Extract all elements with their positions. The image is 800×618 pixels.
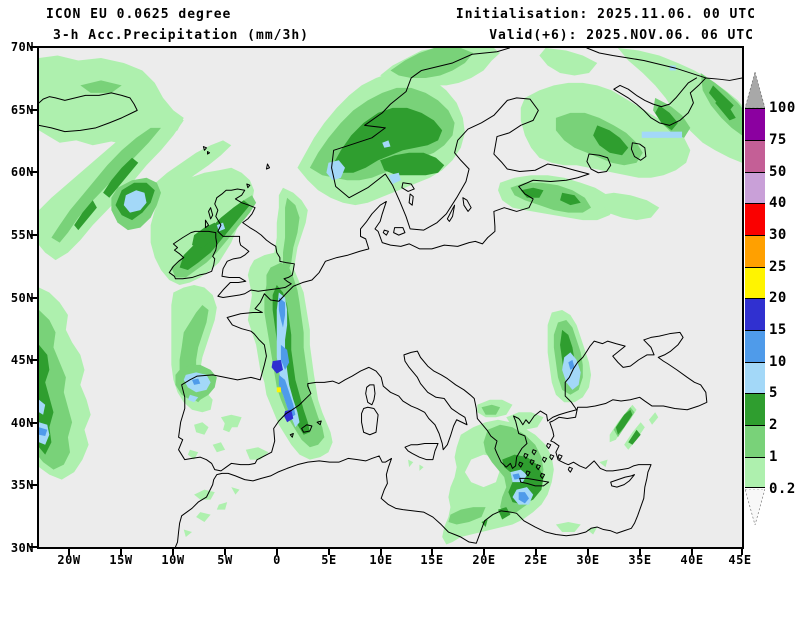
lon-tick xyxy=(483,548,485,555)
map-frame xyxy=(37,46,744,549)
lat-tick xyxy=(30,359,37,361)
dry-slot xyxy=(464,454,501,488)
model-title: ICON EU 0.0625 degree xyxy=(46,7,232,22)
lon-tick xyxy=(276,548,278,555)
lon-label-40e: 40E xyxy=(680,553,704,567)
colorbar-seg-5-2 xyxy=(745,393,765,425)
lon-tick xyxy=(741,548,743,555)
lon-label-25e: 25E xyxy=(524,553,548,567)
lat-label-35n: 35N xyxy=(10,478,34,492)
lat-label-55n: 55N xyxy=(10,228,34,242)
lon-label-45e: 45E xyxy=(728,553,752,567)
colorbar-seg-30-25 xyxy=(745,235,765,267)
colorbar-seg-40-30 xyxy=(745,203,765,235)
lon-label-5w: 5W xyxy=(217,553,233,567)
lon-label-30e: 30E xyxy=(576,553,600,567)
lat-tick xyxy=(30,422,37,424)
lat-tick xyxy=(30,109,37,111)
lat-label-50n: 50N xyxy=(10,291,34,305)
lon-tick xyxy=(535,548,537,555)
lat-tick xyxy=(30,171,37,173)
lon-label-35e: 35E xyxy=(628,553,652,567)
lat-label-60n: 60N xyxy=(10,165,34,179)
lon-label-10w: 10W xyxy=(161,553,185,567)
precip-medium-blue xyxy=(39,297,575,504)
init-time: Initialisation: 2025.11.06. 00 UTC xyxy=(455,7,756,22)
colorbar-label-2: 2 xyxy=(769,417,778,433)
colorbar-seg-15-10 xyxy=(745,330,765,362)
colorbar-label-100: 100 xyxy=(769,100,796,116)
lon-tick xyxy=(431,548,433,555)
coastlines xyxy=(39,48,742,547)
lat-label-65n: 65N xyxy=(10,103,34,117)
lon-label-20e: 20E xyxy=(472,553,496,567)
colorbar-label-50: 50 xyxy=(769,164,787,180)
colorbar-seg-50-40 xyxy=(745,172,765,203)
lon-tick xyxy=(639,548,641,555)
precip-yellow xyxy=(276,387,281,393)
colorbar-label-75: 75 xyxy=(769,132,787,148)
lat-tick xyxy=(30,546,37,548)
lon-tick xyxy=(172,548,174,555)
lon-tick xyxy=(380,548,382,555)
colorbar-seg-100-75 xyxy=(745,108,765,140)
lon-tick xyxy=(691,548,693,555)
precip-dark-green xyxy=(39,85,736,528)
lat-label-30n: 30N xyxy=(10,541,34,555)
lat-tick xyxy=(30,46,37,48)
colorbar-label-25: 25 xyxy=(769,259,787,275)
colorbar-seg-25-20 xyxy=(745,267,765,298)
lon-label-10e: 10E xyxy=(369,553,393,567)
lon-label-5e: 5E xyxy=(321,553,337,567)
lon-tick xyxy=(224,548,226,555)
colorbar-label-30: 30 xyxy=(769,227,787,243)
colorbar-seg-75-50 xyxy=(745,140,765,172)
lon-tick xyxy=(587,548,589,555)
colorbar-underflow-arrow xyxy=(745,489,765,525)
product-title: 3-h Acc.Precipitation (mm/3h) xyxy=(53,28,309,43)
lon-label-0: 0 xyxy=(273,553,281,567)
lat-tick xyxy=(30,234,37,236)
lat-tick xyxy=(30,484,37,486)
lon-tick xyxy=(68,548,70,555)
lon-label-15e: 15E xyxy=(420,553,444,567)
lon-label-15w: 15W xyxy=(109,553,133,567)
colorbar-label-5: 5 xyxy=(769,385,778,401)
colorbar-label-1: 1 xyxy=(769,449,778,465)
colorbar-label-40: 40 xyxy=(769,195,787,211)
europe-map xyxy=(39,48,742,547)
colorbar-label-20: 20 xyxy=(769,290,787,306)
colorbar-label-15: 15 xyxy=(769,322,787,338)
lon-tick xyxy=(120,548,122,555)
valid-time: Valid(+6): 2025.NOV.06. 06 UTC xyxy=(489,28,754,43)
colorbar-seg-1-02 xyxy=(745,457,765,488)
lat-label-40n: 40N xyxy=(10,416,34,430)
colorbar-seg-10-5 xyxy=(745,362,765,393)
colorbar-label-10: 10 xyxy=(769,354,787,370)
colorbar-seg-20-15 xyxy=(745,298,765,330)
lon-tick xyxy=(328,548,330,555)
lat-label-45n: 45N xyxy=(10,353,34,367)
colorbar-label-02: 0.2 xyxy=(769,481,796,497)
lon-label-20w: 20W xyxy=(57,553,81,567)
colorbar-overflow-arrow xyxy=(745,72,765,108)
lat-label-70n: 70N xyxy=(10,40,34,54)
lat-tick xyxy=(30,297,37,299)
colorbar-seg-2-1 xyxy=(745,425,765,457)
